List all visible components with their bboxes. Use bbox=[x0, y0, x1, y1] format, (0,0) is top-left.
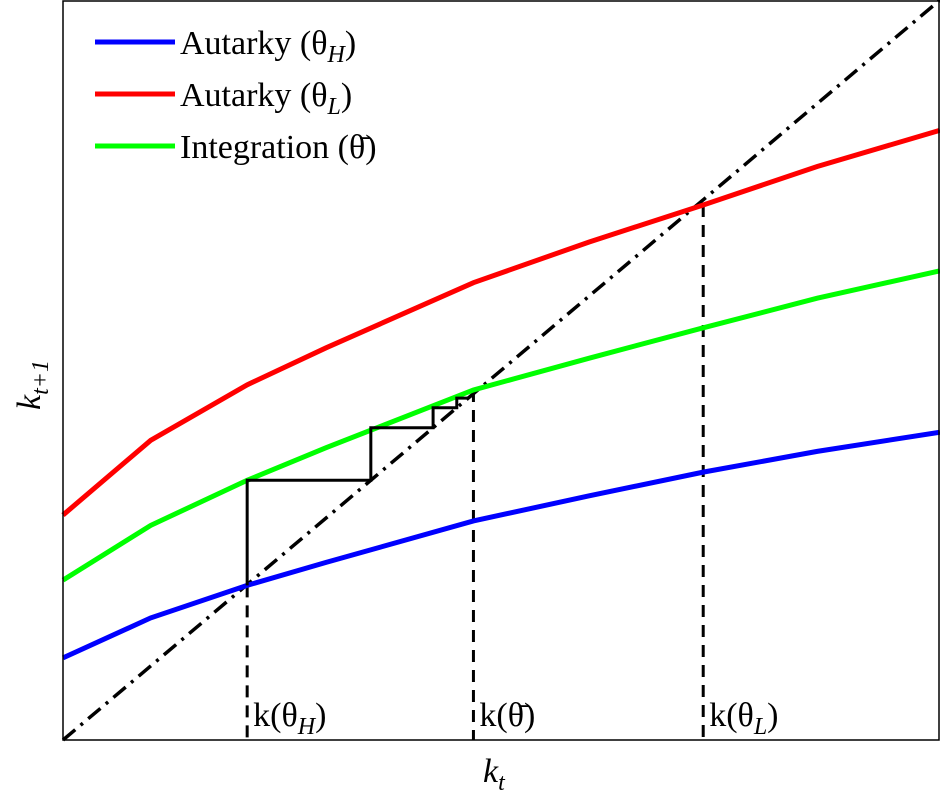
y-axis-label: kt+1 bbox=[11, 360, 54, 410]
x-axis-label-sub: t bbox=[498, 770, 506, 796]
steady-state-label-main: k(θ̄) bbox=[479, 697, 535, 734]
legend-label: Autarky (θL) bbox=[180, 77, 352, 120]
legend-label-main: Autarky (θ bbox=[180, 77, 328, 114]
steady-state-label: k(θH) bbox=[253, 697, 326, 740]
series-line bbox=[61, 268, 940, 583]
steady-state-label-main: k(θ bbox=[253, 697, 298, 734]
plot-frame bbox=[62, 0, 940, 741]
steady-state-label: k(θL) bbox=[709, 697, 778, 740]
steady-state-label-suffix: ) bbox=[315, 697, 326, 734]
x-axis-label-main: k bbox=[483, 753, 499, 790]
steady-state-label: k(θ̄) bbox=[479, 697, 535, 734]
x-axis-label: kt bbox=[483, 753, 506, 796]
legend-label-main: Autarky (θ bbox=[180, 25, 328, 62]
legend-label-sub: L bbox=[327, 94, 341, 120]
legend-label: Autarky (θH) bbox=[180, 25, 356, 68]
series-line bbox=[61, 429, 940, 661]
legend-label-sub: H bbox=[327, 42, 347, 68]
steady-state-label-suffix: ) bbox=[767, 697, 778, 734]
y-axis-label-main: k bbox=[11, 394, 48, 410]
steady-state-label-main: k(θ bbox=[709, 697, 754, 734]
series-line bbox=[61, 127, 940, 517]
legend-label-suffix: ) bbox=[341, 77, 352, 114]
legend-label-main: Integration (θ̄) bbox=[180, 129, 377, 166]
steady-state-label-sub: H bbox=[297, 714, 317, 740]
y-axis-label-sub: t+1 bbox=[28, 360, 54, 395]
legend-label-suffix: ) bbox=[345, 25, 356, 62]
steady-state-label-sub: L bbox=[753, 714, 767, 740]
legend-label: Integration (θ̄) bbox=[180, 129, 377, 166]
cobweb bbox=[245, 396, 469, 586]
reference-line bbox=[61, 0, 940, 742]
